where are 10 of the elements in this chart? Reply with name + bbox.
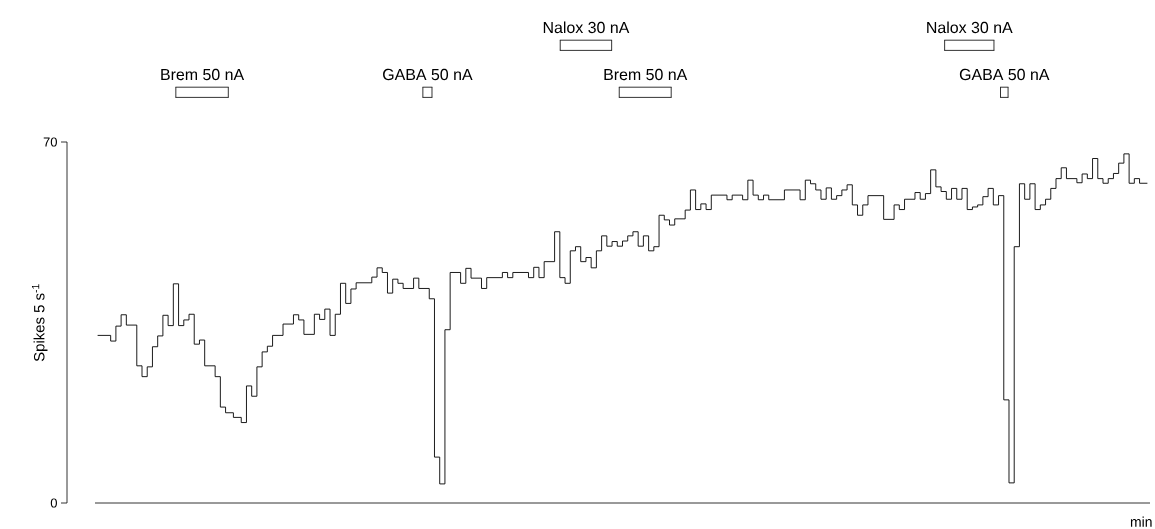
text: GABA 50 nA <box>383 68 473 81</box>
y-tick-label: 70 <box>43 137 57 147</box>
y-axis-title: Spikes 5 s$^{-1}$ <box>31 284 48 362</box>
y-tick-label: 0 <box>50 498 57 508</box>
text: Brem 50 nA <box>161 68 245 81</box>
x-axis-title: min <box>1130 516 1152 527</box>
text: Nalox 30 nA <box>927 21 1013 34</box>
text: Nalox 30 nA <box>543 21 630 34</box>
text: Brem 50 nA <box>604 68 688 81</box>
text: GABA 50 nA <box>959 68 1050 81</box>
